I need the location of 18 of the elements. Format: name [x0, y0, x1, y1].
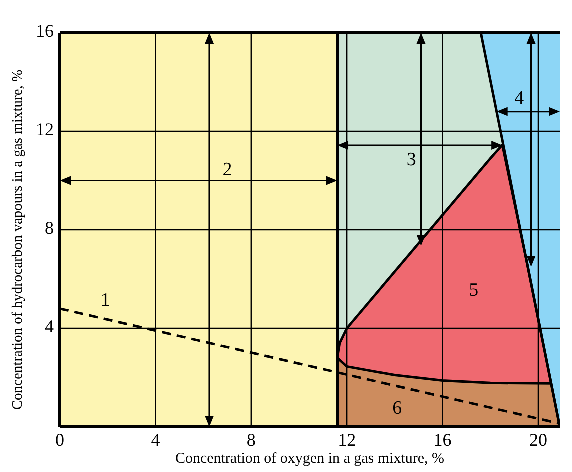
y-tick-label: 8 — [45, 218, 54, 238]
annotation: 3 — [406, 149, 416, 170]
annotation: 1 — [100, 290, 110, 311]
x-axis-title: Concentration of oxygen in a gas mixture, % — [175, 451, 445, 467]
annotation: 5 — [469, 280, 479, 301]
annotation: 4 — [514, 88, 525, 109]
y-axis-title: Concentration of hydrocarbon vapours in a gas mixture, % — [10, 70, 26, 410]
x-tick-label: 0 — [56, 430, 64, 450]
y-tick-label: 16 — [36, 21, 54, 42]
x-tick-label: 4 — [151, 430, 160, 450]
x-tick-label: 16 — [434, 430, 452, 450]
x-tick-label: 20 — [529, 430, 548, 450]
annotation: 2 — [222, 159, 232, 180]
x-tick-label: 8 — [246, 430, 256, 450]
x-tick-label: 12 — [338, 430, 356, 450]
y-tick-label: 4 — [45, 316, 54, 337]
annotation: 6 — [392, 398, 402, 420]
y-tick-label: 12 — [36, 120, 54, 140]
